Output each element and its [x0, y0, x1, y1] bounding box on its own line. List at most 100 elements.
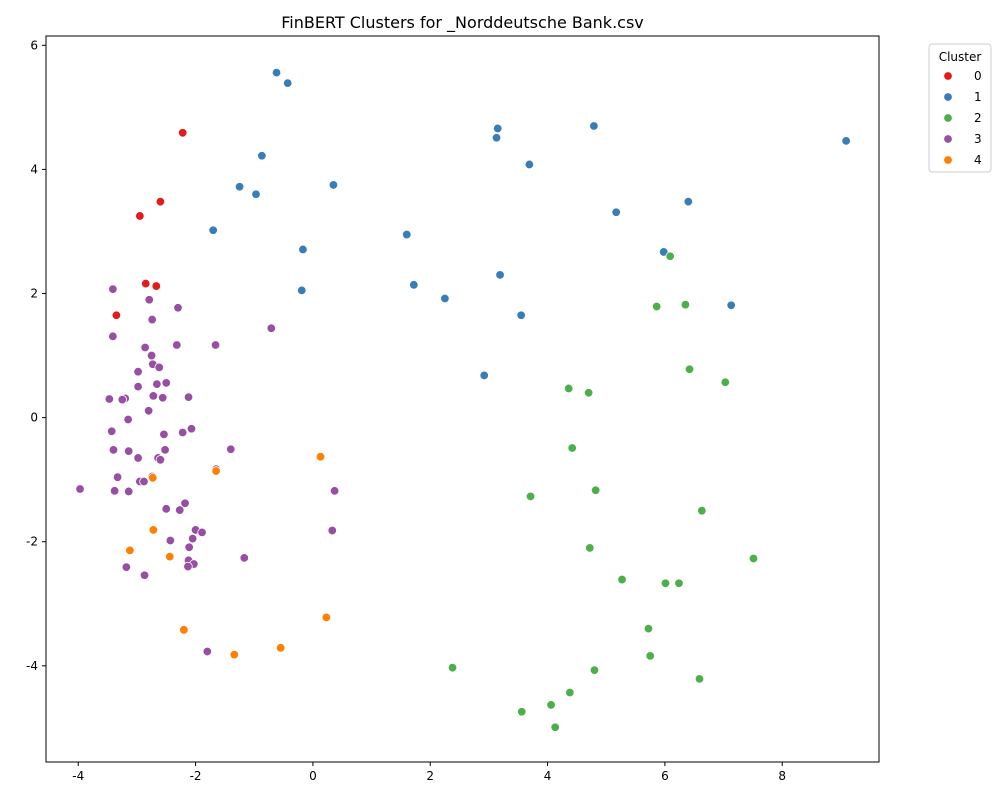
scatter-point-cluster-3: [183, 392, 194, 402]
scatter-point-cluster-3: [161, 504, 171, 514]
legend-title: Cluster: [939, 50, 982, 64]
scatter-point-cluster-3: [154, 362, 164, 373]
scatter-point-cluster-2: [674, 578, 684, 588]
scatter-point-cluster-3: [124, 486, 134, 497]
series-cluster-0: [111, 128, 188, 320]
scatter-point-cluster-3: [108, 331, 118, 342]
scatter-point-cluster-2: [617, 574, 627, 585]
scatter-point-cluster-3: [133, 366, 143, 377]
scatter-point-cluster-2: [643, 623, 654, 634]
scatter-point-cluster-2: [567, 443, 577, 453]
scatter-point-cluster-1: [271, 67, 282, 78]
scatter-point-cluster-1: [841, 136, 851, 146]
scatter-point-cluster-1: [589, 121, 599, 131]
y-tick-label: 2: [30, 287, 38, 301]
legend-item-4: 4: [943, 153, 982, 167]
x-tick-label: -4: [72, 769, 84, 783]
scatter-point-cluster-3: [108, 445, 119, 455]
y-tick-label: 4: [30, 162, 38, 176]
scatter-point-cluster-3: [123, 414, 133, 425]
scatter-point-cluster-2: [697, 505, 707, 516]
scatter-point-cluster-2: [590, 485, 601, 495]
scatter-point-cluster-3: [175, 505, 185, 515]
x-tick-label: -2: [190, 769, 202, 783]
scatter-point-cluster-1: [297, 285, 307, 296]
legend-label: 4: [974, 153, 982, 167]
scatter-point-cluster-3: [202, 646, 213, 657]
scatter-point-cluster-2: [645, 651, 655, 661]
x-tick-label: 4: [544, 769, 552, 783]
scatter-point-cluster-1: [683, 196, 694, 207]
scatter-point-cluster-4: [165, 551, 175, 562]
scatter-point-cluster-3: [161, 378, 171, 388]
scatter-point-cluster-3: [187, 533, 198, 544]
scatter-point-cluster-2: [546, 700, 556, 710]
scatter-point-cluster-2: [525, 491, 536, 502]
scatter-point-cluster-3: [146, 350, 157, 361]
x-tick-label: 2: [426, 769, 434, 783]
scatter-point-cluster-3: [133, 381, 143, 392]
scatter-point-cluster-3: [197, 527, 207, 538]
scatter-point-cluster-1: [234, 182, 245, 192]
series-cluster-1: [208, 67, 851, 381]
scatter-point-cluster-3: [139, 570, 150, 580]
y-tick-label: -2: [26, 535, 38, 549]
scatter-point-cluster-3: [133, 453, 143, 463]
scatter-point-cluster-4: [211, 466, 221, 476]
scatter-point-cluster-3: [159, 429, 169, 440]
scatter-point-cluster-3: [329, 486, 340, 496]
scatter-point-cluster-3: [160, 445, 170, 455]
scatter-point-cluster-3: [104, 394, 115, 404]
scatter-point-cluster-0: [151, 281, 161, 291]
scatter-point-cluster-4: [148, 525, 159, 535]
scatter-point-cluster-2: [583, 388, 594, 398]
scatter-point-cluster-0: [141, 278, 151, 289]
legend-label: 1: [974, 90, 982, 104]
scatter-point-cluster-4: [321, 612, 332, 623]
scatter-point-cluster-3: [155, 455, 166, 465]
scatter-point-cluster-3: [183, 561, 193, 572]
scatter-point-cluster-3: [152, 379, 162, 389]
scatter-point-cluster-1: [282, 78, 293, 88]
scatter-point-cluster-0: [135, 211, 145, 221]
scatter-point-cluster-2: [563, 383, 574, 394]
scatter-point-cluster-2: [565, 687, 575, 698]
scatter-point-cluster-1: [524, 159, 535, 170]
scatter-point-cluster-3: [180, 498, 190, 508]
scatter-point-cluster-3: [143, 406, 154, 416]
legend-marker: [943, 71, 953, 81]
scatter-point-cluster-3: [210, 340, 221, 350]
scatter-point-cluster-1: [402, 229, 412, 240]
scatter-point-cluster-3: [124, 446, 134, 456]
scatter-point-cluster-4: [179, 625, 189, 635]
scatter-point-cluster-2: [585, 543, 595, 553]
scatter-point-cluster-3: [139, 476, 149, 487]
x-tick-label: 0: [309, 769, 317, 783]
scatter-point-cluster-1: [440, 293, 450, 304]
legend-label: 3: [974, 132, 982, 146]
x-tick-label: 8: [778, 769, 786, 783]
scatter-point-cluster-1: [491, 133, 502, 143]
scatter-point-cluster-1: [611, 207, 621, 217]
legend-marker: [943, 134, 953, 144]
points-layer: [75, 67, 851, 732]
chart-title: FinBERT Clusters for _Norddeutsche Bank.…: [281, 13, 644, 33]
plot-frame: [45, 35, 880, 763]
scatter-point-cluster-2: [694, 674, 705, 684]
scatter-point-cluster-0: [111, 310, 122, 320]
scatter-point-cluster-3: [186, 424, 197, 434]
scatter-point-cluster-2: [680, 299, 691, 310]
scatter-point-cluster-1: [726, 300, 736, 311]
legend: Cluster 0 1 2 3 4: [928, 43, 992, 173]
scatter-point-cluster-3: [165, 535, 176, 546]
scatter-point-cluster-1: [208, 225, 218, 235]
legend-item-2: 2: [943, 111, 982, 125]
legend-item-0: 0: [943, 69, 982, 83]
scatter-point-cluster-2: [720, 377, 731, 387]
scatter-point-cluster-3: [107, 426, 117, 436]
scatter-point-cluster-3: [144, 295, 154, 305]
scatter-point-cluster-3: [239, 553, 249, 563]
scatter-point-cluster-3: [75, 484, 85, 494]
axes-layer: -4 -2 0 2 4 6 8 -4 -2 0 2 4 6: [26, 38, 786, 783]
